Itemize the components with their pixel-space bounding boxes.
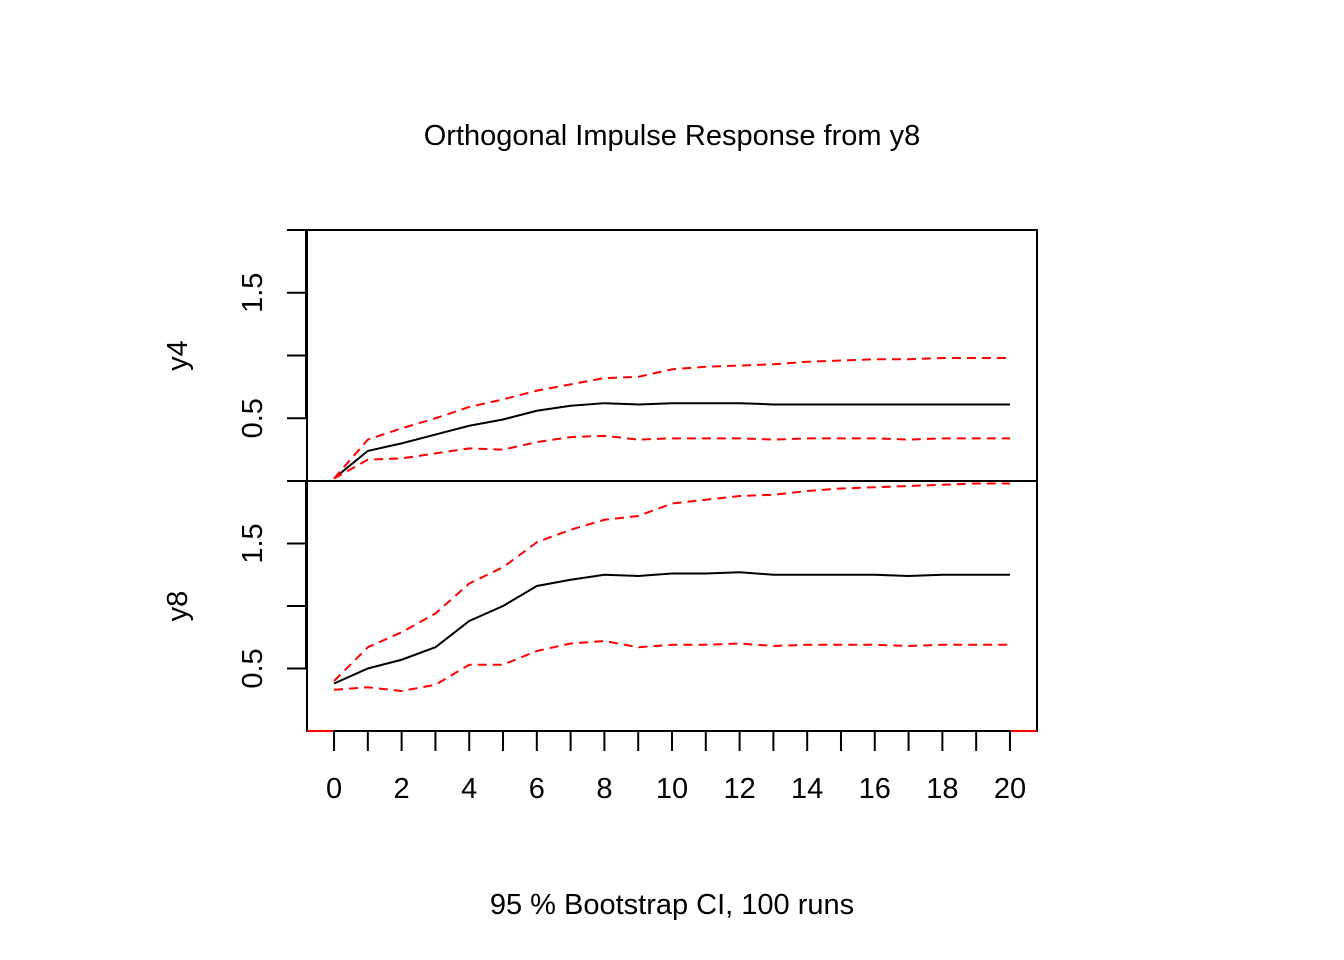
x-tick-label: 6 <box>529 773 545 805</box>
lower-ci-line <box>333 639 1010 693</box>
x-tick-label: 16 <box>859 773 891 805</box>
panel-y8: 0.5 1.5 y8 <box>162 480 1038 732</box>
x-axis: 0 2 4 6 8 10 12 14 16 18 20 <box>326 730 1026 805</box>
panel-ylabel: y4 <box>162 340 194 371</box>
panel-frame <box>306 229 1038 482</box>
y-tick-label: 1.5 <box>237 273 269 313</box>
x-tick-label: 0 <box>326 773 342 805</box>
lower-ci-line <box>333 434 1010 480</box>
x-axis-label: 95 % Bootstrap CI, 100 runs <box>490 889 854 921</box>
x-tick-label: 12 <box>723 773 755 805</box>
x-tick-label: 20 <box>994 773 1026 805</box>
y-tick-label: 0.5 <box>237 648 269 688</box>
x-tick-label: 2 <box>394 773 410 805</box>
panel-frame <box>306 480 1038 732</box>
x-tick-label: 18 <box>926 773 958 805</box>
upper-ci-line <box>333 482 1010 682</box>
upper-ci-line <box>333 357 1010 480</box>
y-tick-label: 1.5 <box>237 523 269 563</box>
x-tick-label: 10 <box>656 773 688 805</box>
response-line <box>333 402 1010 480</box>
x-tick-label: 14 <box>791 773 823 805</box>
response-line <box>333 571 1010 685</box>
plot-panels: 0.5 1.5 y4 0.5 1.5 y8 0 2 4 6 8 10 12 14 16 18 20 <box>162 229 1038 805</box>
panel-ylabel: y8 <box>162 591 194 622</box>
x-tick-label: 8 <box>596 773 612 805</box>
y-tick-label: 0.5 <box>237 398 269 438</box>
panel-y4: 0.5 1.5 y4 <box>162 229 1038 482</box>
x-tick-label: 4 <box>461 773 477 805</box>
chart-title: Orthogonal Impulse Response from y8 <box>424 120 920 152</box>
